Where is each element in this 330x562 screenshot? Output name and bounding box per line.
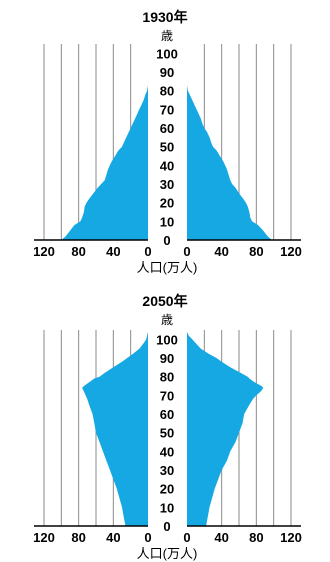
p2-age-tick-20: 20 bbox=[160, 482, 174, 497]
p1-x-tick-3: 0 bbox=[144, 244, 151, 259]
p1-age-unit-label: 歳 bbox=[161, 29, 173, 43]
p2-male-population-area bbox=[82, 331, 148, 526]
p2-x-tick-1: 80 bbox=[71, 530, 85, 545]
p1-age-tick-80: 80 bbox=[160, 84, 174, 99]
p2-age-tick-30: 30 bbox=[160, 463, 174, 478]
p1-age-tick-40: 40 bbox=[160, 158, 174, 173]
p2-age-tick-100: 100 bbox=[156, 332, 178, 347]
p1-age-tick-70: 70 bbox=[160, 102, 174, 117]
p2-chart-title: 2050年 bbox=[142, 293, 187, 309]
p1-x-tick-2: 40 bbox=[106, 244, 120, 259]
p1-x-tick-5: 40 bbox=[214, 244, 228, 259]
p1-female-population-area bbox=[187, 85, 272, 240]
p1-age-tick-10: 10 bbox=[160, 214, 174, 229]
p1-age-tick-100: 100 bbox=[156, 46, 178, 61]
p1-male-population-area bbox=[61, 85, 148, 240]
p2-x-axis-label: 人口(万人) bbox=[137, 546, 198, 561]
p1-age-tick-0: 0 bbox=[163, 233, 170, 248]
p1-x-tick-1: 80 bbox=[71, 244, 85, 259]
p1-age-tick-20: 20 bbox=[160, 196, 174, 211]
p2-x-tick-2: 40 bbox=[106, 530, 120, 545]
p2-age-tick-70: 70 bbox=[160, 388, 174, 403]
p2-age-tick-90: 90 bbox=[160, 351, 174, 366]
p2-age-tick-0: 0 bbox=[163, 519, 170, 534]
p2-x-tick-6: 80 bbox=[249, 530, 263, 545]
p1-x-tick-7: 120 bbox=[280, 244, 302, 259]
p2-age-tick-80: 80 bbox=[160, 370, 174, 385]
p1-age-tick-30: 30 bbox=[160, 177, 174, 192]
p2-x-tick-7: 120 bbox=[280, 530, 302, 545]
p1-age-tick-60: 60 bbox=[160, 121, 174, 136]
p2-age-tick-10: 10 bbox=[160, 500, 174, 515]
p2-age-unit-label: 歳 bbox=[161, 313, 173, 327]
p1-age-tick-50: 50 bbox=[160, 140, 174, 155]
p2-x-tick-0: 120 bbox=[33, 530, 55, 545]
p1-age-tick-90: 90 bbox=[160, 65, 174, 80]
p2-x-tick-4: 0 bbox=[183, 530, 190, 545]
p2-age-tick-40: 40 bbox=[160, 444, 174, 459]
p2-x-tick-3: 0 bbox=[144, 530, 151, 545]
p2-age-tick-50: 50 bbox=[160, 426, 174, 441]
p2-x-tick-5: 40 bbox=[214, 530, 228, 545]
p1-x-tick-4: 0 bbox=[183, 244, 190, 259]
p2-female-population-area bbox=[187, 331, 264, 526]
p2-age-tick-60: 60 bbox=[160, 407, 174, 422]
p1-x-axis-label: 人口(万人) bbox=[137, 260, 198, 275]
p1-x-tick-6: 80 bbox=[249, 244, 263, 259]
p1-x-tick-0: 120 bbox=[33, 244, 55, 259]
p1-chart-title: 1930年 bbox=[142, 9, 187, 25]
